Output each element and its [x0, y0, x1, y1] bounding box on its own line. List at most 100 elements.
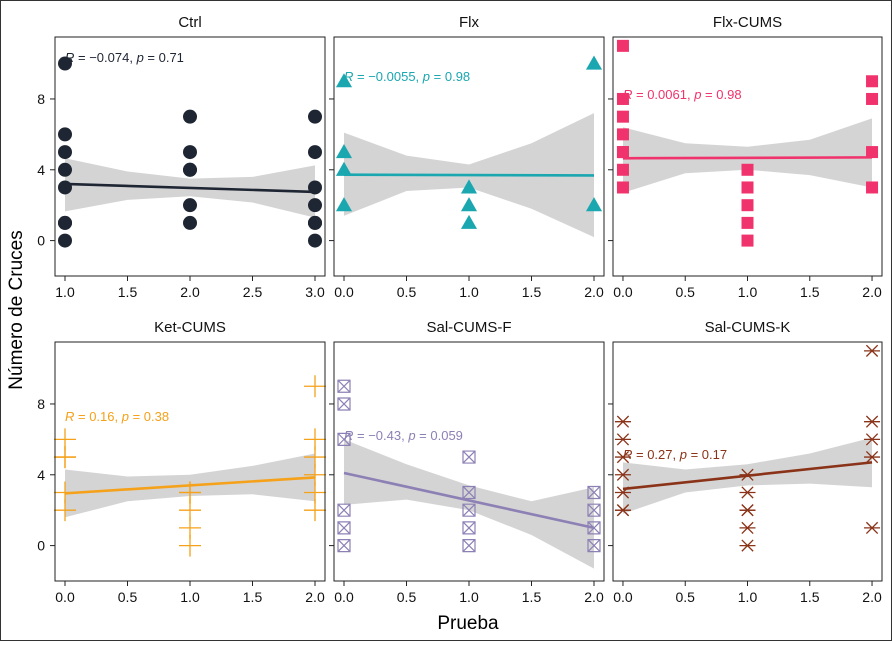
data-points — [335, 55, 603, 229]
stat-value: = 0.16, — [74, 409, 121, 424]
stat-symbol: p — [136, 50, 144, 65]
data-point — [335, 161, 353, 176]
data-point — [58, 56, 72, 71]
data-point — [864, 415, 881, 428]
x-tick-label: 0.5 — [118, 589, 138, 605]
data-point — [864, 344, 881, 357]
data-point — [183, 109, 197, 124]
data-point — [54, 446, 76, 469]
x-tick-label: 1.0 — [738, 284, 758, 300]
data-point — [462, 538, 476, 553]
data-point — [337, 503, 351, 517]
stat-symbol: R — [65, 50, 74, 65]
stat-value: = −0.43, — [353, 428, 408, 443]
x-tick-label: 1.5 — [800, 284, 820, 300]
data-point — [866, 181, 879, 194]
correlation-annotation: R = 0.16, p = 0.38 — [65, 409, 169, 424]
panel-title: Flx — [459, 14, 479, 31]
data-point — [739, 486, 756, 499]
data-point — [335, 73, 353, 88]
y-tick-label: 4 — [37, 162, 45, 178]
data-point — [585, 55, 603, 70]
stat-symbol: R — [65, 409, 74, 424]
data-point — [614, 415, 631, 428]
x-tick-label: 1.5 — [522, 284, 542, 300]
correlation-annotation: R = −0.0055, p = 0.98 — [344, 69, 470, 84]
data-point — [460, 179, 478, 194]
data-point — [462, 503, 476, 517]
data-point — [614, 450, 631, 464]
data-point — [741, 234, 754, 247]
data-point — [616, 39, 629, 52]
stat-value: = −0.0055, — [353, 69, 422, 84]
x-tick-label: 0.0 — [334, 589, 354, 605]
data-point — [587, 503, 601, 517]
data-point — [58, 180, 72, 195]
x-tick-label: 1.0 — [738, 589, 758, 605]
data-point — [337, 521, 351, 535]
data-point — [337, 379, 351, 393]
x-tick-label: 2.5 — [243, 284, 263, 300]
stat-value: = 0.71 — [144, 50, 184, 65]
x-tick-label: 0.0 — [334, 284, 354, 300]
data-point — [616, 146, 629, 159]
data-point — [462, 450, 476, 464]
stat-symbol: p — [422, 69, 430, 84]
data-point — [739, 539, 756, 552]
x-tick-label: 2.0 — [584, 589, 604, 605]
data-point — [58, 145, 72, 160]
regression-line — [64, 476, 316, 495]
stat-symbol: p — [693, 87, 701, 102]
panel-flx-cums: Flx-CUMS R = 0.0061, p = 0.98 0.0 0.5 1.0 1.5… — [608, 14, 883, 300]
data-point — [308, 145, 322, 160]
stat-symbol: R — [623, 447, 632, 462]
x-tick-label: 0.5 — [675, 589, 695, 605]
x-tick-label: 1.0 — [55, 284, 75, 300]
panel-sal-cums-k: Sal-CUMS-K R = 0.27, p = 0.17 0.0 0.5 1.0 1.5… — [608, 319, 883, 605]
data-point — [308, 109, 322, 124]
data-point — [616, 92, 629, 105]
correlation-annotation: R = −0.43, p = 0.059 — [344, 428, 463, 443]
data-point — [739, 521, 756, 535]
data-point — [614, 433, 631, 446]
stat-symbol: p — [407, 428, 415, 443]
data-points — [614, 344, 881, 552]
panel-title: Ctrl — [178, 14, 201, 31]
x-tick-label: 1.5 — [243, 589, 263, 605]
data-point — [58, 215, 72, 230]
data-point — [866, 92, 879, 105]
x-tick-label: 0.0 — [55, 589, 75, 605]
y-tick-label: 0 — [37, 233, 45, 249]
x-tick-label: 0.5 — [675, 284, 695, 300]
stat-value: = 0.98 — [701, 87, 741, 102]
data-point — [54, 499, 76, 522]
x-tick-label: 0.5 — [397, 284, 417, 300]
x-tick-label: 0.5 — [397, 589, 417, 605]
data-point — [183, 162, 197, 177]
data-point — [335, 144, 353, 159]
panel-ket-cums: Ket-CUMS R = 0.16, p = 0.38 0.0 0.5 1.0 1.5 2.… — [37, 319, 326, 605]
data-point — [587, 521, 601, 535]
data-point — [616, 110, 629, 123]
regression-line — [64, 182, 316, 194]
data-point — [179, 534, 201, 557]
confidence-band — [623, 118, 872, 193]
x-tick-label: 0.0 — [613, 589, 633, 605]
data-point — [337, 397, 351, 411]
stat-value: = 0.059 — [416, 428, 463, 443]
stat-symbol: p — [121, 409, 129, 424]
data-point — [866, 146, 879, 159]
data-point — [616, 128, 629, 141]
regression-line — [622, 461, 873, 491]
stat-symbol: R — [623, 87, 632, 102]
data-point — [864, 433, 881, 446]
y-tick-label: 8 — [37, 91, 45, 107]
x-tick-label: 2.0 — [862, 284, 882, 300]
data-point — [308, 198, 322, 213]
data-point — [58, 127, 72, 142]
x-tick-label: 2.0 — [305, 589, 325, 605]
data-point — [337, 538, 351, 553]
